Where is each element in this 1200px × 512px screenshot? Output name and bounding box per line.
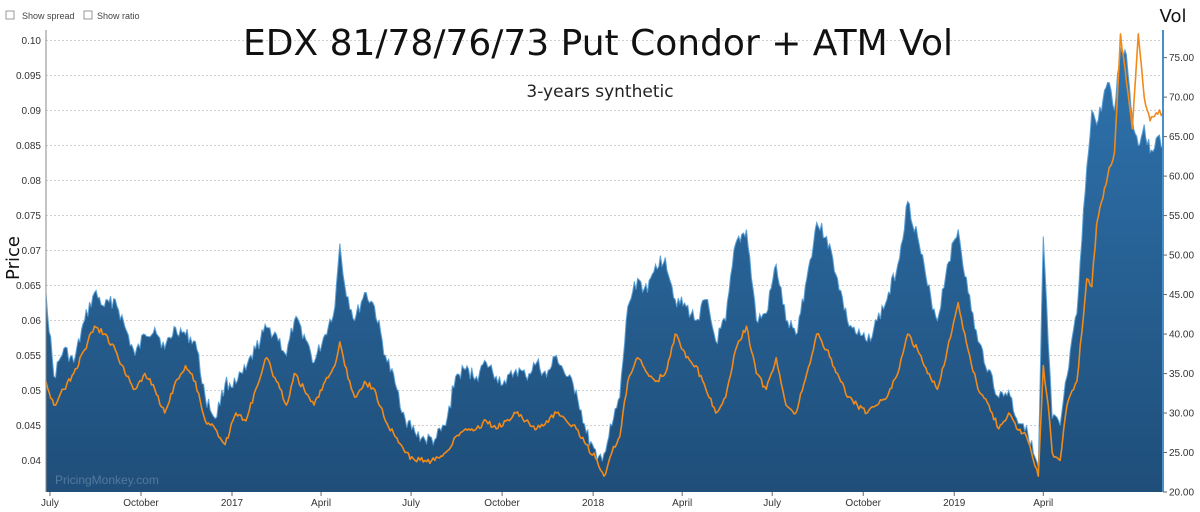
y2-tick-label: 60.00	[1169, 172, 1194, 183]
y2-tick-label: 75.00	[1169, 53, 1194, 64]
y-tick-label: 0.085	[16, 141, 41, 152]
y2-tick-label: 40.00	[1169, 330, 1194, 341]
y2-tick-label: 30.00	[1169, 409, 1194, 420]
x-tick-label: October	[123, 498, 159, 509]
right-axis-ticks: 20.00 25.00 30.00 35.00 40.00 45.00 50.00 55.00…	[1163, 53, 1194, 499]
x-tick-label: October	[484, 498, 520, 509]
y-tick-label: 0.075	[16, 211, 41, 222]
y-tick-label: 0.06	[22, 316, 42, 327]
show-ratio-label[interactable]: Show ratio	[97, 11, 140, 21]
show-spread-toggle[interactable]: Show spread	[5, 10, 75, 21]
x-tick-label: July	[763, 498, 781, 509]
y2-tick-label: 70.00	[1169, 93, 1194, 104]
x-tick-label: April	[1033, 498, 1053, 509]
y2-tick-label: 45.00	[1169, 290, 1194, 301]
condor-price-edge	[45, 47, 1164, 468]
x-tick-label: July	[41, 498, 59, 509]
x-tick-label: 2018	[582, 498, 605, 509]
y2-tick-label: 50.00	[1169, 251, 1194, 262]
x-tick-label: 2017	[221, 498, 244, 509]
y2-tick-label: 55.00	[1169, 211, 1194, 222]
y-tick-label: 0.10	[22, 36, 42, 47]
y2-tick-label: 65.00	[1169, 132, 1194, 143]
y-tick-label: 0.09	[22, 106, 42, 117]
x-tick-label: July	[402, 498, 420, 509]
y2-tick-label: 25.00	[1169, 448, 1194, 459]
x-axis-ticks: July October 2017 April July October 2018 April…	[41, 492, 1053, 509]
y-tick-label: 0.05	[22, 386, 42, 397]
y-tick-label: 0.055	[16, 351, 41, 362]
y2-tick-label: 35.00	[1169, 369, 1194, 380]
chart-title: EDX 81/78/76/73 Put Condor + ATM Vol	[243, 23, 953, 64]
y-tick-label: 0.065	[16, 281, 41, 292]
y-tick-label: 0.095	[16, 71, 41, 82]
show-spread-label[interactable]: Show spread	[22, 11, 75, 21]
chart-subtitle: 3-years synthetic	[526, 82, 673, 102]
left-axis-ticks: 0.04 0.045 0.05 0.055 0.06 0.065 0.07 0.075 0.08…	[16, 36, 41, 467]
show-spread-checkbox[interactable]	[5, 10, 15, 20]
atm-vol-line	[45, 33, 1164, 477]
y-tick-label: 0.04	[22, 456, 42, 467]
y-tick-label: 0.045	[16, 421, 41, 432]
x-tick-label: April	[672, 498, 692, 509]
y2-tick-label: 20.00	[1169, 488, 1194, 499]
y-tick-label: 0.07	[22, 246, 42, 257]
y-axis-label: Price	[3, 236, 24, 280]
x-tick-label: October	[845, 498, 881, 509]
x-tick-label: 2019	[943, 498, 966, 509]
y-tick-label: 0.08	[22, 176, 42, 187]
y2-axis-label: Vol	[1160, 6, 1187, 27]
watermark: PricingMonkey.com	[55, 473, 159, 487]
show-ratio-checkbox[interactable]	[83, 10, 93, 20]
x-tick-label: April	[311, 498, 331, 509]
show-ratio-toggle[interactable]: Show ratio	[83, 10, 140, 21]
